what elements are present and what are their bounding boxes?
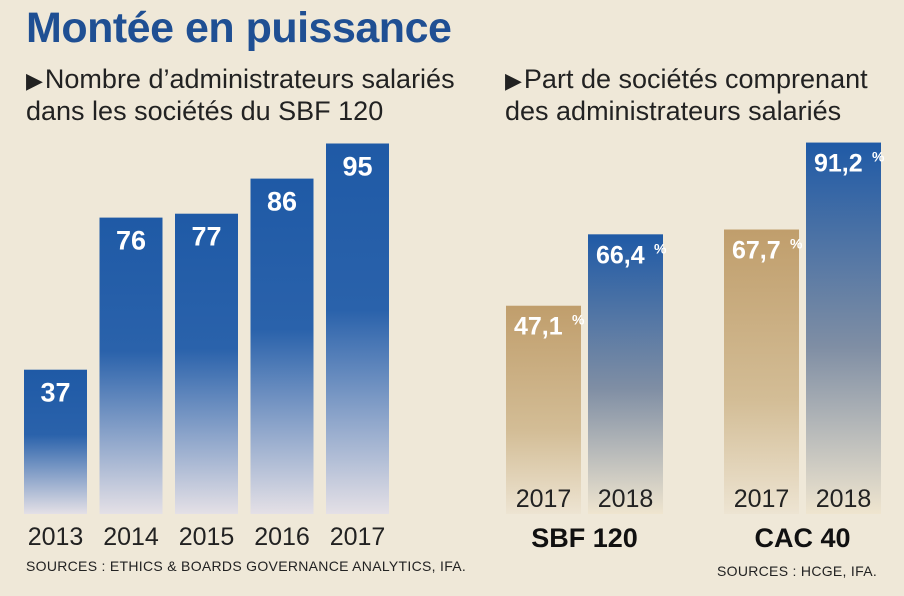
bar-value-label: 95 bbox=[342, 152, 372, 182]
page-title: Montée en puissance bbox=[26, 4, 452, 52]
x-tick-label: 2013 bbox=[28, 523, 84, 551]
bar-2016 bbox=[250, 178, 314, 514]
group-label: CAC 40 bbox=[754, 523, 850, 553]
x-tick-label: 2017 bbox=[734, 485, 790, 513]
triangle-right-icon: ▶ bbox=[505, 68, 522, 93]
left-chart-subtitle: ▶Nombre d’administrateurs salariés dans … bbox=[26, 64, 455, 127]
right-chart-subtitle: ▶Part de sociétés comprenant des adminis… bbox=[505, 64, 868, 127]
right-subtitle-line2: des administrateurs salariés bbox=[505, 96, 842, 126]
x-tick-label: 2018 bbox=[816, 485, 872, 513]
bar-value-label: 37 bbox=[40, 378, 70, 408]
x-tick-label: 2016 bbox=[254, 523, 310, 551]
triangle-right-icon: ▶ bbox=[26, 68, 43, 93]
bar-value-label: 47,1 bbox=[514, 313, 563, 341]
x-tick-label: 2017 bbox=[516, 485, 572, 513]
left-subtitle-line1: Nombre d’administrateurs salariés bbox=[44, 64, 455, 94]
x-tick-label: 2015 bbox=[179, 523, 235, 551]
bar-sbf-120-2017 bbox=[506, 305, 581, 514]
bar-2017 bbox=[326, 143, 389, 514]
bar-value-label: 66,4 bbox=[596, 241, 645, 269]
x-tick-label: 2017 bbox=[330, 523, 386, 551]
bar-value-label: 67,7 bbox=[732, 237, 781, 265]
right-subtitle-line1: Part de sociétés comprenant bbox=[523, 64, 868, 94]
bar-2013 bbox=[24, 369, 87, 514]
bar-value-label: 76 bbox=[116, 226, 146, 256]
bar-value-label: 77 bbox=[191, 222, 221, 252]
right-sources-note: SOURCES : HCGE, IFA. bbox=[717, 563, 878, 579]
percent-unit-label: % bbox=[790, 236, 803, 252]
bar-2014 bbox=[99, 217, 163, 514]
percent-unit-label: % bbox=[572, 312, 585, 328]
percent-unit-label: % bbox=[872, 149, 885, 165]
x-tick-label: 2014 bbox=[103, 523, 159, 551]
bar-cac-40-2017 bbox=[724, 229, 799, 514]
x-tick-label: 2018 bbox=[598, 485, 654, 513]
left-sources-note: SOURCES : ETHICS & BOARDS GOVERNANCE ANA… bbox=[26, 558, 467, 574]
left-subtitle-line2: dans les sociétés du SBF 120 bbox=[26, 96, 384, 126]
bar-value-label: 86 bbox=[267, 187, 297, 217]
bar-cac-40-2018 bbox=[806, 142, 881, 514]
group-label: SBF 120 bbox=[531, 523, 638, 553]
bar-sbf-120-2018 bbox=[588, 234, 663, 514]
bar-2015 bbox=[175, 213, 238, 514]
bar-value-label: 91,2 bbox=[814, 150, 863, 178]
percent-unit-label: % bbox=[654, 240, 667, 256]
